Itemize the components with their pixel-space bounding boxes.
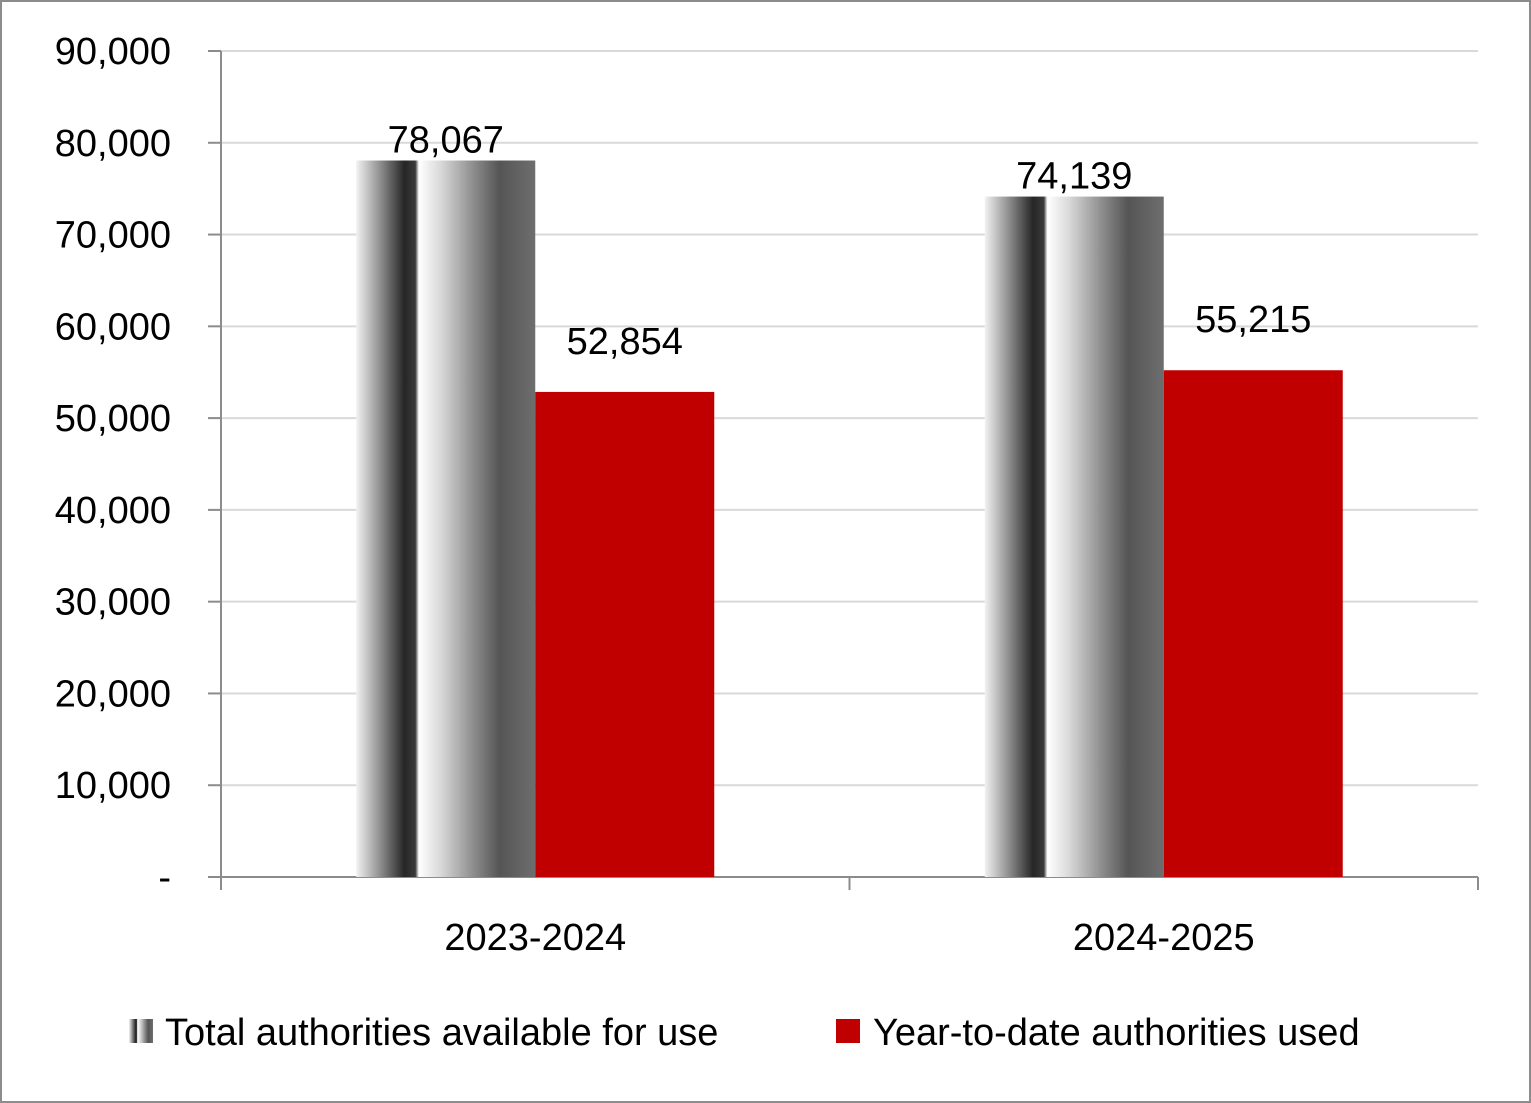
bars xyxy=(356,160,1343,878)
data-labels: 78,067 52,854 74,139 55,215 xyxy=(388,120,1312,363)
y-tick-label: 70,000 xyxy=(55,215,171,257)
y-tick-label: 30,000 xyxy=(55,582,171,624)
y-tick-label: 40,000 xyxy=(55,490,171,532)
x-category-label: 2023-2024 xyxy=(444,917,626,959)
axes: - 10,000 20,000 30,000 40,000 50,000 60,000 70,… xyxy=(55,31,1479,959)
data-label-2024-2025-series-1: 74,139 xyxy=(1016,156,1132,198)
legend-label-series-1: Total authorities available for use xyxy=(165,1012,718,1054)
x-category-label: 2024-2025 xyxy=(1073,917,1255,959)
legend-swatch-series-1 xyxy=(129,1019,153,1043)
y-tick-label: - xyxy=(158,857,171,899)
data-label-2023-2024-series-1: 78,067 xyxy=(388,120,504,162)
bar-2024-2025-series-1 xyxy=(984,196,1164,878)
legend-swatch-series-2 xyxy=(836,1019,860,1043)
y-tick-label: 10,000 xyxy=(55,765,171,807)
data-label-2024-2025-series-2: 55,215 xyxy=(1195,299,1311,341)
bar-2023-2024-series-1 xyxy=(356,160,536,877)
y-tick-label: 60,000 xyxy=(55,306,171,348)
y-tick-label: 50,000 xyxy=(55,398,171,440)
y-tick-label: 80,000 xyxy=(55,123,171,165)
y-tick-label: 20,000 xyxy=(55,673,171,715)
legend-label-series-2: Year-to-date authorities used xyxy=(873,1012,1360,1054)
y-tick-label: 90,000 xyxy=(55,31,171,73)
bar-2023-2024-series-2 xyxy=(535,391,715,877)
data-label-2023-2024-series-2: 52,854 xyxy=(567,321,683,363)
bar-2024-2025-series-2 xyxy=(1163,370,1343,877)
legend: Total authorities available for use Year-… xyxy=(129,1012,1360,1054)
